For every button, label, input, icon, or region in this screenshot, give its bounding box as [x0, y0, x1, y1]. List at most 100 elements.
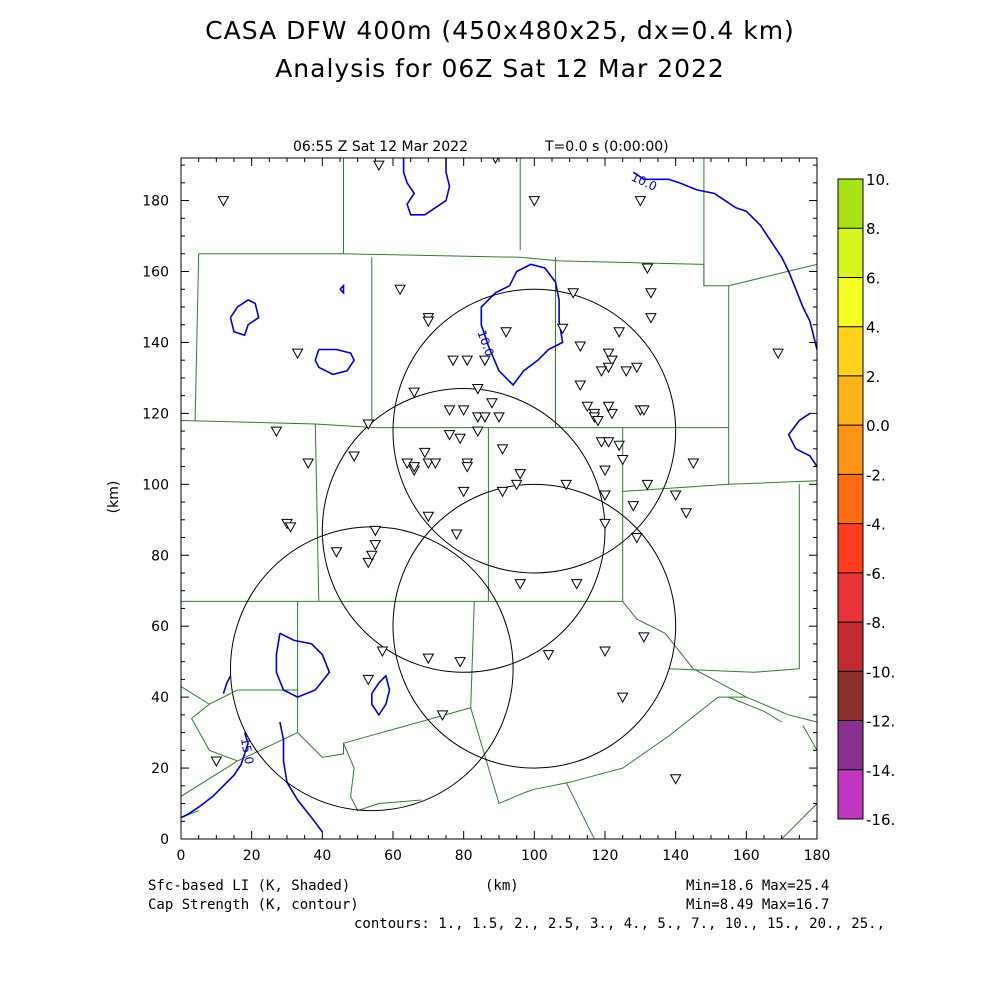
- station-marker: [422, 653, 435, 665]
- station-marker: [638, 632, 650, 643]
- map-layers: 10.0 10.0 15.0: [181, 158, 817, 839]
- colorbar-label: 10.: [866, 171, 890, 189]
- x-tick-label: 100: [521, 848, 548, 864]
- station-marker: [450, 529, 463, 540]
- colorbar-label: -12.: [866, 713, 895, 731]
- contour-minmax: Min=8.49 Max=16.7: [686, 897, 829, 913]
- x-tick-label: 60: [384, 848, 402, 864]
- county-line: [181, 760, 238, 797]
- y-tick-label: 80: [151, 548, 169, 564]
- station-marker: [595, 437, 608, 448]
- station-marker: [528, 196, 541, 207]
- station-marker: [634, 196, 647, 207]
- station-marker: [669, 490, 682, 501]
- station-marker: [613, 440, 625, 452]
- station-marker: [570, 579, 583, 590]
- colorbar-swatch: [838, 375, 863, 426]
- station-marker: [620, 366, 633, 377]
- cap-contour-line: [181, 732, 249, 819]
- station-marker: [457, 405, 470, 416]
- county-line: [470, 601, 475, 708]
- x-tick-label: 180: [804, 848, 831, 864]
- colorbar-swatch: [838, 228, 863, 278]
- y-axis-label: (km): [106, 481, 122, 514]
- cap-contour-line: [314, 348, 356, 376]
- station-marker: [500, 327, 512, 338]
- county-line: [703, 263, 817, 287]
- county-line: [802, 725, 817, 751]
- station-marker: [599, 518, 611, 530]
- station-marker: [602, 348, 615, 360]
- colorbar-label: -16.: [866, 811, 895, 829]
- station-marker: [514, 579, 527, 590]
- station-marker: [630, 362, 643, 374]
- y-tick-label: 160: [142, 265, 169, 281]
- station-marker: [567, 288, 580, 299]
- cap-contour-line: [480, 263, 564, 387]
- station-marker: [574, 341, 587, 353]
- colorbar-swatch: [838, 671, 863, 721]
- station-marker: [210, 756, 223, 767]
- cap-contour-line: [229, 298, 260, 337]
- colorbar-swatch: [838, 769, 863, 819]
- station-marker: [365, 550, 378, 562]
- station-marker: [454, 657, 466, 668]
- colorbar-frame: [837, 178, 864, 820]
- y-tick-label: 20: [151, 761, 169, 777]
- station-marker: [373, 160, 385, 172]
- station-marker: [595, 366, 608, 377]
- station-marker: [291, 348, 304, 360]
- station-marker: [599, 490, 611, 501]
- station-marker: [376, 646, 389, 658]
- station-marker: [461, 355, 474, 367]
- colorbar-swatch: [838, 277, 863, 327]
- station-marker: [641, 479, 654, 491]
- station-marker: [599, 646, 611, 658]
- station-marker: [461, 462, 474, 473]
- station-marker: [680, 508, 693, 519]
- colorbar-label: 0.0: [866, 417, 890, 435]
- title-line-1: CASA DFW 400m (450x480x25, dx=0.4 km): [205, 16, 795, 45]
- station-marker: [429, 458, 442, 470]
- county-line: [198, 253, 704, 265]
- county-line: [194, 253, 200, 421]
- station-marker: [457, 486, 470, 498]
- forecast-time-label: T=0.0 s (0:00:00): [544, 139, 669, 155]
- county-line: [781, 803, 817, 839]
- colorbar-label: 8.: [866, 220, 880, 238]
- x-tick-label: 140: [662, 848, 689, 864]
- station-marker: [443, 430, 456, 441]
- station-marker: [479, 355, 491, 367]
- cap-contour-line: [222, 675, 232, 694]
- colorbar-label: -14.: [866, 762, 895, 780]
- station-marker: [616, 692, 629, 704]
- colorbar-swatch: [838, 523, 863, 573]
- county-line: [565, 782, 595, 839]
- station-marker: [574, 380, 587, 392]
- county-line: [343, 743, 422, 812]
- county-line: [668, 484, 800, 673]
- county-line: [622, 601, 817, 723]
- colorbar-swatch: [838, 474, 863, 524]
- title-line-2: Analysis for 06Z Sat 12 Mar 2022: [275, 54, 725, 83]
- cap-contour-line: [402, 158, 451, 216]
- colorbar-label: 2.: [866, 368, 880, 386]
- station-marker: [514, 469, 527, 480]
- x-tick-label: 120: [592, 848, 619, 864]
- station-marker: [330, 547, 343, 558]
- station-marker: [454, 433, 466, 445]
- station-marker: [436, 710, 449, 721]
- colorbar-swatch: [838, 179, 863, 229]
- station-marker: [362, 419, 375, 431]
- station-marker: [302, 458, 315, 470]
- cap-contour-line: [275, 632, 331, 698]
- station-marker: [408, 462, 421, 473]
- station-marker: [602, 401, 615, 413]
- station-marker: [348, 451, 360, 462]
- axes: 0 20 40 60 80 100 120 140 160 180 0 20 40 60 80 100 120 1…: [142, 158, 830, 864]
- station-marker: [471, 426, 484, 438]
- y-tick-label: 100: [142, 477, 169, 493]
- contour-label-15: 15.0: [238, 737, 256, 766]
- station-marker: [270, 426, 283, 438]
